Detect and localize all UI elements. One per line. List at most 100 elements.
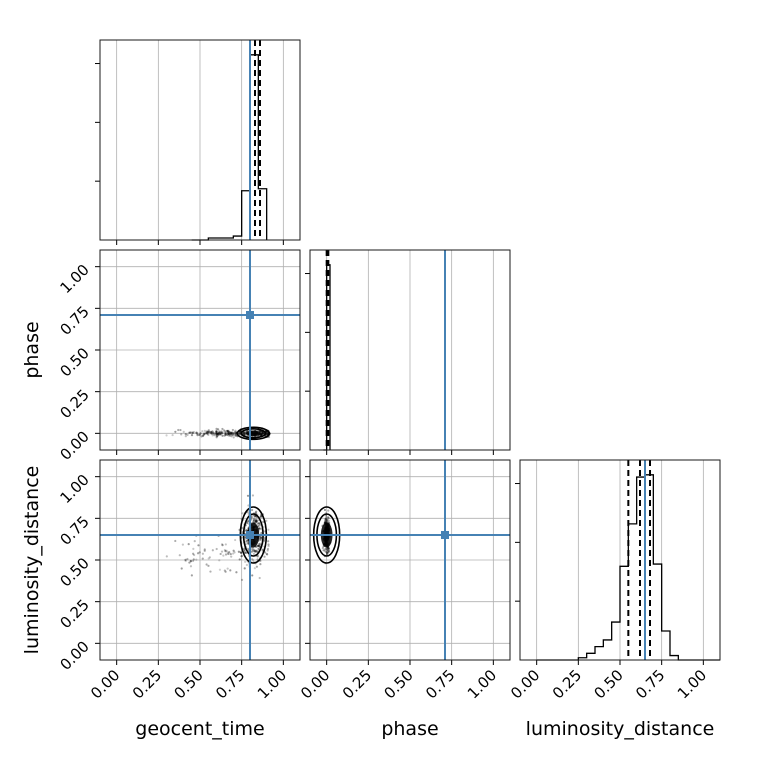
sample-point <box>261 432 264 435</box>
sample-point <box>327 551 330 554</box>
gridlines <box>536 460 704 660</box>
sample-point <box>258 527 261 530</box>
sample-point <box>221 544 224 547</box>
sample-point <box>201 552 204 555</box>
sample-point <box>244 551 247 554</box>
truth-marker <box>246 531 254 539</box>
sample-point <box>228 431 231 434</box>
sample-point <box>257 544 260 547</box>
sample-point <box>263 538 266 541</box>
x-tick-label: 1.00 <box>464 666 500 702</box>
sample-point <box>212 431 215 434</box>
sample-point <box>244 535 247 539</box>
sample-point <box>226 433 229 437</box>
sample-point <box>192 430 195 434</box>
sample-point <box>217 431 221 434</box>
sample-point <box>215 427 218 430</box>
sample-point <box>208 430 212 433</box>
sample-point <box>184 433 187 436</box>
sample-point <box>229 432 233 435</box>
sample-point <box>237 550 240 553</box>
sample-point <box>204 432 207 435</box>
sample-point <box>229 569 232 572</box>
sample-point <box>210 431 213 434</box>
sample-point <box>209 570 212 573</box>
sample-point <box>205 432 208 435</box>
sample-point <box>215 547 218 551</box>
truth-marker <box>441 531 449 539</box>
sample-point <box>267 528 270 531</box>
sample-point <box>224 433 227 437</box>
sample-point <box>265 433 269 436</box>
sample-point <box>224 432 227 435</box>
sample-point <box>220 431 223 435</box>
xlabel-luminosity_distance: luminosity_distance <box>526 718 715 740</box>
sample-point <box>324 547 327 550</box>
sample-point <box>260 431 263 434</box>
sample-point <box>230 555 233 558</box>
sample-point <box>202 432 206 435</box>
sample-point <box>255 520 258 523</box>
sample-point <box>323 508 327 512</box>
sample-point <box>252 518 255 522</box>
sample-point <box>259 538 262 541</box>
sample-point <box>225 549 228 552</box>
sample-point <box>188 561 191 564</box>
sample-point <box>227 432 230 435</box>
sample-point <box>327 547 330 550</box>
sample-point <box>227 429 230 432</box>
sample-point <box>206 432 209 435</box>
sample-point <box>254 550 257 553</box>
x-tick-label: 1.00 <box>254 666 290 702</box>
sample-point <box>232 433 235 436</box>
sample-point <box>165 434 168 437</box>
sample-point <box>231 432 234 435</box>
sample-point <box>186 433 189 436</box>
sample-point <box>254 519 258 522</box>
sample-point <box>266 432 269 435</box>
sample-point <box>235 571 238 574</box>
sample-point <box>224 543 227 546</box>
sample-point <box>177 428 180 432</box>
sample-point <box>251 548 254 551</box>
sample-point <box>205 563 208 566</box>
sample-point <box>243 433 246 436</box>
axes-frame <box>99 39 301 241</box>
sample-point <box>261 549 264 552</box>
sample-point <box>224 433 227 436</box>
x-tick-label: 0.75 <box>632 666 668 702</box>
sample-point <box>251 557 254 561</box>
sample-point <box>244 560 247 563</box>
sample-point <box>250 516 253 519</box>
sample-point <box>243 432 246 435</box>
y-tick-label: 0.00 <box>56 637 92 673</box>
sample-point <box>259 433 263 436</box>
sample-point <box>259 536 262 539</box>
y-tick-label: 0.00 <box>56 427 92 463</box>
sample-point <box>324 518 327 521</box>
sample-point <box>262 432 265 435</box>
sample-point <box>326 548 329 551</box>
sample-point <box>210 430 213 434</box>
sample-point <box>258 527 261 530</box>
y-tick-label: 0.25 <box>56 596 92 632</box>
sample-point <box>262 520 265 524</box>
sample-point <box>207 433 210 437</box>
sample-point <box>228 434 232 437</box>
sample-point <box>242 433 246 436</box>
sample-point <box>324 518 327 522</box>
sample-point <box>186 557 189 561</box>
sample-point <box>223 548 226 552</box>
sample-point <box>241 554 244 557</box>
y-tick-label: 0.50 <box>56 554 92 590</box>
sample-point <box>171 433 174 437</box>
sample-point <box>243 548 246 551</box>
sample-point <box>327 519 330 522</box>
axes-frame <box>519 459 721 661</box>
sample-point <box>259 562 262 566</box>
axes-frame <box>309 459 511 661</box>
sample-point <box>226 429 229 432</box>
sample-point <box>215 433 218 436</box>
sample-point <box>253 515 256 518</box>
